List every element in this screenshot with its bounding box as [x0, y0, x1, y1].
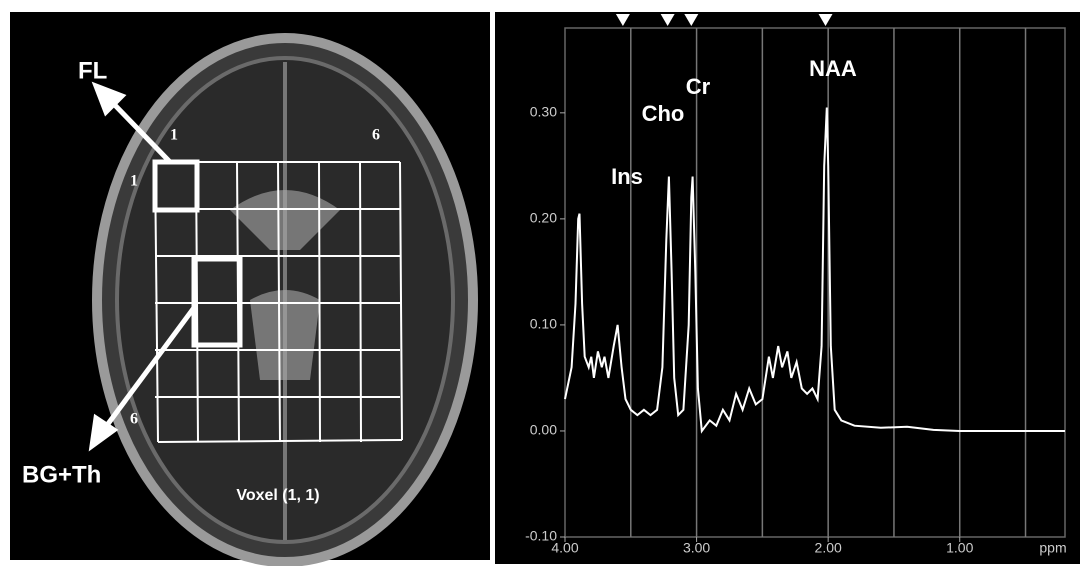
grid-label: 1 [170, 127, 178, 144]
peak-label: Cr [686, 74, 711, 99]
grid-label: 6 [130, 411, 138, 428]
arrow-label: BG+Th [22, 461, 101, 488]
y-tick-label: 0.10 [530, 316, 557, 332]
x-axis-label: ppm [1039, 540, 1066, 556]
peak-label: NAA [809, 56, 857, 81]
peak-label: Cho [642, 101, 685, 126]
spectrum-panel [495, 12, 1080, 564]
arrow-label: FL [78, 57, 107, 84]
caption: Voxel (1, 1) [236, 487, 319, 504]
peak-label: Ins [611, 164, 643, 189]
grid-label: 1 [130, 173, 138, 190]
figure: FL BG+Th 1 1 6 6 Voxel (1, 1) 4.003.002.… [0, 0, 1083, 566]
x-tick-label: 2.00 [815, 540, 842, 556]
y-tick-label: 0.30 [530, 104, 557, 120]
y-tick-label: 0.20 [530, 210, 557, 226]
y-tick-label: -0.10 [525, 528, 557, 544]
x-tick-label: 1.00 [946, 540, 973, 556]
y-tick-label: 0.00 [530, 422, 557, 438]
x-tick-label: 3.00 [683, 540, 710, 556]
grid-label: 6 [372, 127, 380, 144]
